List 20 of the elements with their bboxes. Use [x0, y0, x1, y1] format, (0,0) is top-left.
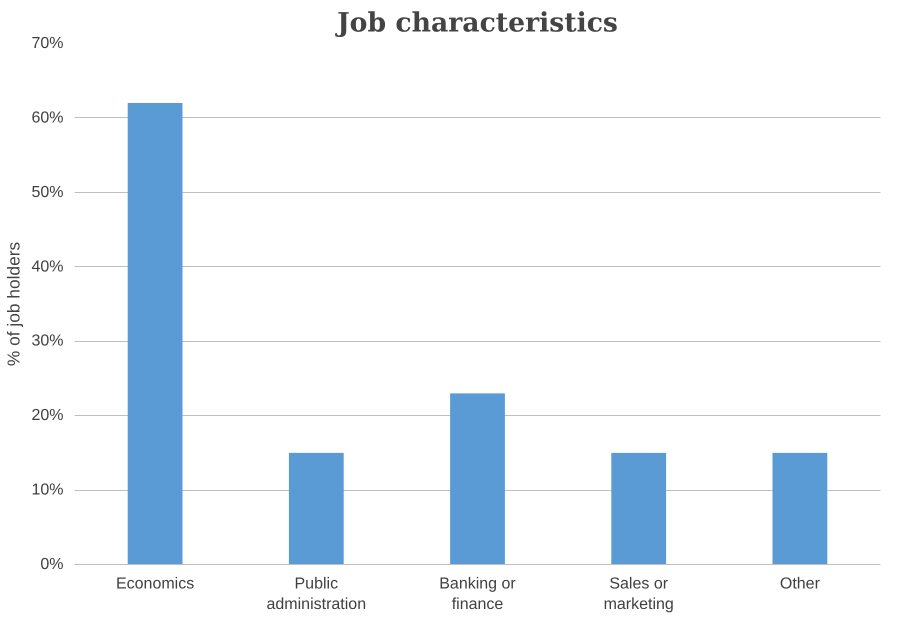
y-tick-label: 30% [31, 332, 64, 350]
x-tick-label: Sales or marketing [604, 576, 674, 613]
y-tick-label: 40% [31, 258, 64, 276]
bar [288, 452, 344, 564]
chart-title: Job characteristics [335, 8, 618, 38]
x-tick-label: Public administration [266, 576, 366, 613]
bar [450, 393, 505, 564]
bar [772, 452, 828, 564]
y-tick-label: 10% [31, 482, 64, 499]
y-tick-label: 50% [31, 184, 64, 201]
x-tick-label: Banking or finance [439, 576, 516, 613]
y-tick-label: 20% [31, 407, 64, 424]
x-tick-label: Economics [116, 576, 194, 592]
bar [611, 452, 666, 564]
y-tick-label: 70% [31, 35, 64, 52]
y-tick-label: 0% [40, 556, 64, 573]
bar [128, 103, 183, 564]
y-axis-title: % of job holders [3, 242, 24, 366]
y-tick-label: 60% [31, 109, 64, 126]
x-tick-label: Other [780, 576, 821, 592]
